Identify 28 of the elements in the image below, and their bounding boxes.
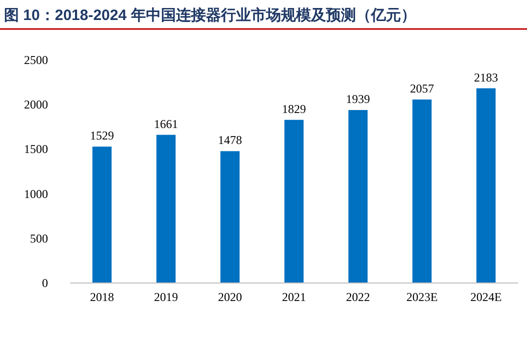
data-label: 2057 [410, 82, 434, 96]
x-tick-label: 2018 [90, 290, 114, 304]
y-tick-label: 0 [42, 276, 48, 290]
bar [476, 88, 496, 283]
x-tick-label: 2019 [154, 290, 178, 304]
bar [284, 120, 304, 283]
y-tick-label: 500 [30, 231, 48, 246]
x-tick-label: 2021 [282, 290, 306, 304]
bar [220, 151, 240, 283]
y-tick-label: 2000 [24, 98, 48, 112]
data-label: 1478 [218, 133, 242, 148]
x-tick-label: 2024E [470, 290, 502, 304]
data-label: 1829 [282, 102, 306, 116]
bar [412, 100, 432, 283]
data-label: 1939 [346, 92, 370, 106]
x-tick-label: 2023E [406, 290, 438, 304]
data-label: 2183 [474, 70, 498, 84]
chart-title: 图 10：2018-2024 年中国连接器行业市场规模及预测（亿元） [4, 6, 416, 24]
data-label: 1661 [154, 116, 178, 131]
x-tick-label: 2022 [346, 290, 370, 304]
x-tick-label: 2020 [218, 290, 242, 304]
bar [348, 110, 368, 283]
y-tick-label: 1500 [24, 142, 48, 156]
bar [92, 146, 112, 283]
data-label: 1529 [90, 128, 114, 143]
y-tick-label: 2500 [24, 53, 48, 67]
bar [156, 134, 176, 283]
y-tick-label: 1000 [24, 186, 48, 201]
